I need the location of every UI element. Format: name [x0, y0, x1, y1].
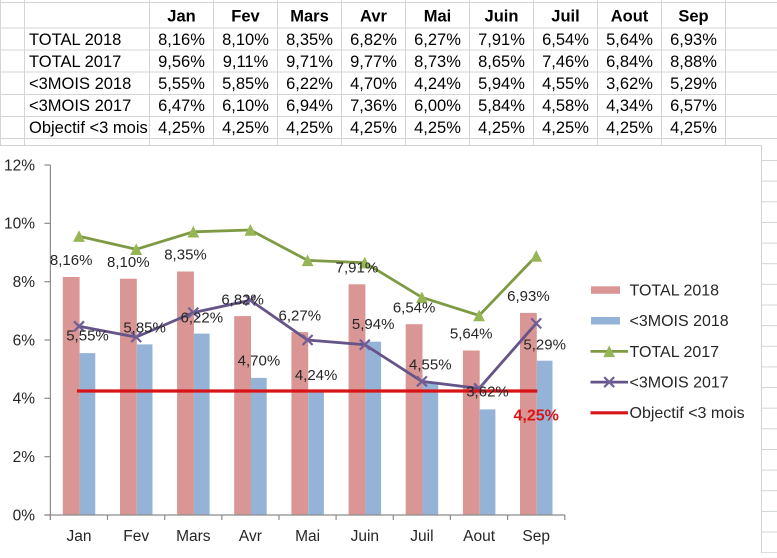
svg-text:6,93%: 6,93%: [670, 31, 717, 49]
svg-text:7,36%: 7,36%: [350, 97, 397, 115]
svg-text:5,29%: 5,29%: [670, 75, 717, 93]
svg-text:Objectif <3 mois: Objectif <3 mois: [630, 405, 745, 422]
svg-text:5,64%: 5,64%: [606, 31, 653, 49]
svg-text:Sep: Sep: [522, 528, 550, 545]
svg-text:4,25%: 4,25%: [606, 119, 653, 137]
svg-text:8%: 8%: [13, 274, 36, 291]
svg-text:5,94%: 5,94%: [478, 75, 525, 93]
svg-text:Mars: Mars: [176, 528, 211, 545]
svg-text:6,22%: 6,22%: [181, 310, 224, 327]
svg-text:4,24%: 4,24%: [414, 75, 461, 93]
svg-text:6,82%: 6,82%: [221, 291, 264, 308]
svg-text:5,55%: 5,55%: [66, 328, 109, 345]
svg-text:8,16%: 8,16%: [158, 31, 205, 49]
svg-text:Juil: Juil: [551, 8, 579, 26]
svg-text:6%: 6%: [13, 332, 36, 349]
svg-text:4,25%: 4,25%: [478, 119, 525, 137]
svg-text:Jan: Jan: [167, 8, 195, 26]
svg-text:6,10%: 6,10%: [222, 97, 269, 115]
svg-text:8,73%: 8,73%: [414, 53, 461, 71]
svg-text:6,27%: 6,27%: [279, 307, 322, 324]
svg-text:4,25%: 4,25%: [514, 407, 559, 424]
svg-text:Mai: Mai: [424, 8, 452, 26]
svg-text:Juin: Juin: [485, 8, 519, 26]
svg-text:2%: 2%: [13, 449, 36, 466]
svg-text:<3MOIS 2018: <3MOIS 2018: [630, 313, 729, 330]
svg-text:Aout: Aout: [611, 8, 649, 26]
svg-text:4,25%: 4,25%: [670, 119, 717, 137]
svg-text:6,27%: 6,27%: [414, 31, 461, 49]
svg-text:TOTAL 2017: TOTAL 2017: [29, 53, 121, 71]
svg-text:4,24%: 4,24%: [295, 367, 338, 384]
svg-text:Mars: Mars: [290, 8, 329, 26]
svg-text:Mai: Mai: [295, 528, 320, 545]
svg-text:Juin: Juin: [351, 528, 379, 545]
svg-text:6,00%: 6,00%: [414, 97, 461, 115]
svg-text:<3MOIS 2018: <3MOIS 2018: [29, 75, 131, 93]
svg-text:0%: 0%: [13, 507, 36, 524]
svg-text:Aout: Aout: [463, 528, 496, 545]
svg-text:4,55%: 4,55%: [542, 75, 589, 93]
svg-text:6,47%: 6,47%: [158, 97, 205, 115]
svg-text:6,93%: 6,93%: [507, 288, 550, 305]
svg-text:10%: 10%: [4, 216, 35, 233]
svg-text:TOTAL 2018: TOTAL 2018: [630, 282, 720, 299]
svg-text:7,46%: 7,46%: [542, 53, 589, 71]
svg-text:6,54%: 6,54%: [542, 31, 589, 49]
svg-text:8,35%: 8,35%: [286, 31, 333, 49]
svg-text:6,94%: 6,94%: [286, 97, 333, 115]
svg-text:6,22%: 6,22%: [286, 75, 333, 93]
svg-text:6,54%: 6,54%: [393, 299, 436, 316]
svg-text:<3MOIS 2017: <3MOIS 2017: [29, 97, 131, 115]
svg-text:5,85%: 5,85%: [222, 75, 269, 93]
svg-text:5,84%: 5,84%: [478, 97, 525, 115]
svg-text:Fev: Fev: [123, 528, 149, 545]
svg-text:8,10%: 8,10%: [107, 254, 150, 271]
svg-text:4,70%: 4,70%: [350, 75, 397, 93]
svg-text:4%: 4%: [13, 391, 36, 408]
svg-text:6,84%: 6,84%: [606, 53, 653, 71]
svg-text:9,56%: 9,56%: [158, 53, 205, 71]
svg-text:7,91%: 7,91%: [478, 31, 525, 49]
svg-text:Jan: Jan: [67, 528, 92, 545]
svg-text:4,25%: 4,25%: [222, 119, 269, 137]
svg-text:12%: 12%: [4, 157, 35, 174]
svg-text:4,58%: 4,58%: [542, 97, 589, 115]
svg-text:4,55%: 4,55%: [409, 357, 452, 374]
svg-text:6,82%: 6,82%: [350, 31, 397, 49]
svg-text:3,62%: 3,62%: [466, 383, 509, 400]
svg-text:Sep: Sep: [678, 8, 708, 26]
svg-text:Objectif <3 mois: Objectif <3 mois: [29, 119, 148, 137]
svg-text:9,71%: 9,71%: [286, 53, 333, 71]
svg-text:9,11%: 9,11%: [223, 53, 269, 71]
svg-text:4,34%: 4,34%: [606, 97, 653, 115]
svg-text:7,91%: 7,91%: [336, 260, 379, 277]
svg-text:9,77%: 9,77%: [350, 53, 397, 71]
svg-text:4,25%: 4,25%: [542, 119, 589, 137]
svg-text:4,70%: 4,70%: [238, 353, 281, 370]
svg-text:8,88%: 8,88%: [670, 53, 717, 71]
svg-text:4,25%: 4,25%: [350, 119, 397, 137]
svg-text:5,85%: 5,85%: [123, 320, 166, 337]
svg-text:8,10%: 8,10%: [222, 31, 269, 49]
svg-text:TOTAL 2017: TOTAL 2017: [630, 344, 720, 361]
svg-text:5,29%: 5,29%: [523, 337, 566, 354]
svg-text:<3MOIS 2017: <3MOIS 2017: [630, 375, 729, 392]
svg-text:6,57%: 6,57%: [670, 97, 717, 115]
svg-text:5,55%: 5,55%: [158, 75, 205, 93]
svg-text:8,35%: 8,35%: [164, 247, 207, 264]
svg-text:5,64%: 5,64%: [450, 326, 493, 343]
svg-text:Avr: Avr: [239, 528, 262, 545]
svg-text:Avr: Avr: [360, 8, 387, 26]
svg-text:4,25%: 4,25%: [286, 119, 333, 137]
svg-text:4,25%: 4,25%: [414, 119, 461, 137]
svg-text:4,25%: 4,25%: [158, 119, 205, 137]
svg-text:5,94%: 5,94%: [352, 316, 395, 333]
svg-text:3,62%: 3,62%: [606, 75, 653, 93]
svg-text:Fev: Fev: [231, 8, 260, 26]
svg-text:TOTAL 2018: TOTAL 2018: [29, 31, 121, 49]
svg-text:8,65%: 8,65%: [478, 53, 525, 71]
svg-text:8,16%: 8,16%: [50, 252, 93, 269]
svg-text:Juil: Juil: [410, 528, 433, 545]
